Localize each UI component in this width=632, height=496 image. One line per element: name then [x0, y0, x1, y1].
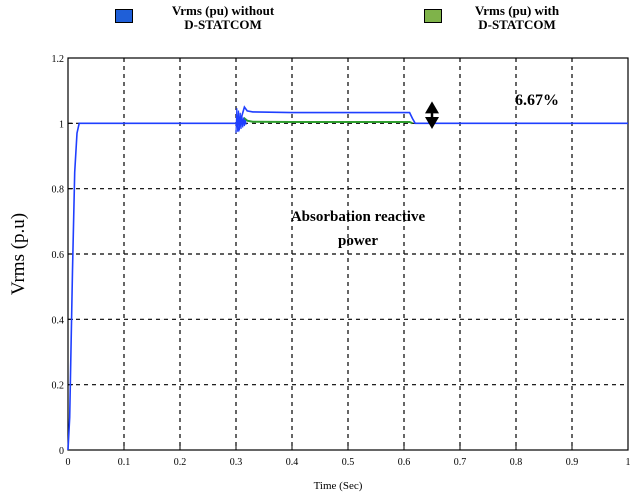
difference-arrow-head-up — [425, 101, 439, 114]
y-axis-label: Vrms (p.u) — [8, 213, 29, 295]
legend-swatch-with — [424, 9, 442, 23]
y-tick-label-3: 0.6 — [52, 250, 65, 261]
y-tick-label-4: 0.8 — [52, 185, 65, 196]
x-tick-label-3: 0.3 — [230, 457, 243, 468]
x-tick-label-8: 0.8 — [510, 457, 523, 468]
legend-label-without: Vrms (pu) without D-STATCOM — [148, 4, 298, 32]
legend-label-with: Vrms (pu) with D-STATCOM — [452, 4, 582, 32]
x-axis-label: Time (Sec) — [314, 480, 363, 492]
x-tick-label-2: 0.2 — [174, 457, 187, 468]
note-annotation: Absorbation reactive power — [258, 205, 458, 253]
x-tick-label-6: 0.6 — [398, 457, 411, 468]
x-tick-label-7: 0.7 — [454, 457, 467, 468]
y-tick-label-2: 0.4 — [52, 315, 65, 326]
y-tick-label-6: 1.2 — [52, 54, 65, 65]
x-tick-label-0: 0 — [66, 457, 71, 468]
note-line1: Absorbation reactive — [290, 209, 426, 225]
note-line2: power — [338, 233, 378, 249]
y-tick-label-1: 0.2 — [52, 381, 65, 392]
x-tick-label-5: 0.5 — [342, 457, 355, 468]
x-tick-label-9: 0.9 — [566, 457, 579, 468]
percent-annotation: 6.67% — [515, 92, 559, 109]
legend-label-without-line1: Vrms (pu) without — [171, 3, 275, 18]
legend-label-without-line2: D-STATCOM — [184, 17, 262, 32]
series-line-1 — [240, 116, 413, 125]
legend-label-with-line2: D-STATCOM — [478, 17, 556, 32]
x-tick-label-10: 1 — [626, 457, 631, 468]
legend-swatch-without — [115, 9, 133, 23]
series-line-0 — [67, 105, 628, 451]
legend-label-with-line1: Vrms (pu) with — [474, 3, 560, 18]
difference-arrow-head-down — [425, 116, 439, 129]
x-tick-label-1: 0.1 — [118, 457, 131, 468]
y-tick-label-5: 1 — [59, 119, 64, 130]
series-oscillation-0 — [235, 108, 247, 134]
x-tick-label-4: 0.4 — [286, 457, 299, 468]
y-tick-label-0: 0 — [59, 446, 64, 457]
